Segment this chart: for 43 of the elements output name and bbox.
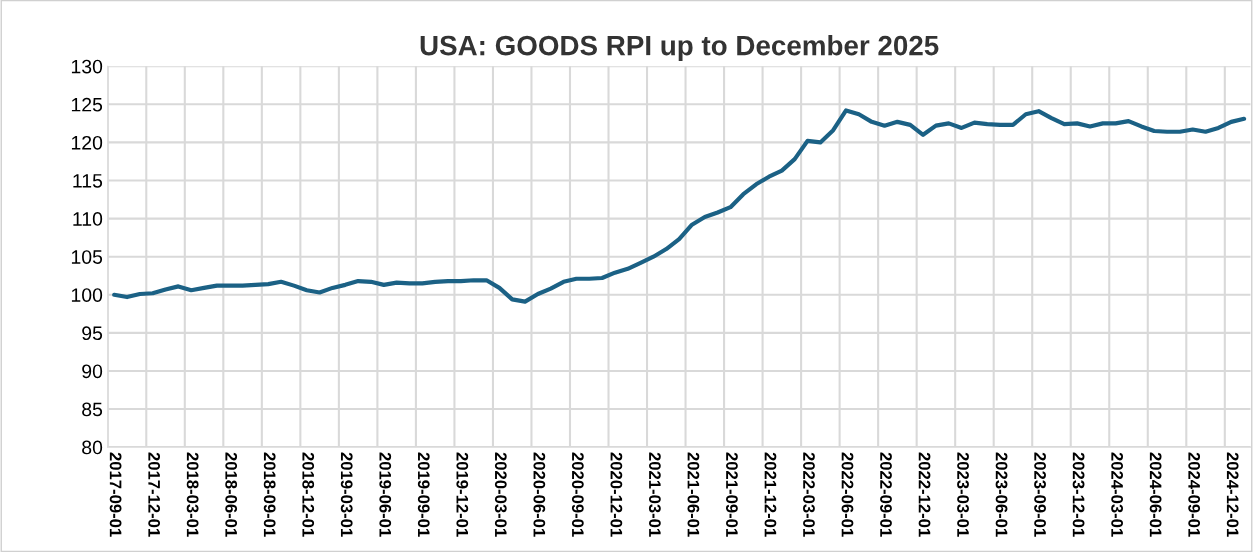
y-tick-label: 120 xyxy=(71,135,103,150)
x-tick-label: 2021-12-01 xyxy=(764,452,777,537)
x-tick-label: 2023-06-01 xyxy=(995,452,1008,537)
y-tick-label: 80 xyxy=(82,440,103,455)
y-tick-label: 90 xyxy=(82,364,103,379)
x-tick-label: 2018-12-01 xyxy=(302,452,315,537)
y-tick-label: 125 xyxy=(71,97,103,112)
y-tick-label: 95 xyxy=(82,326,103,341)
x-tick-label: 2018-06-01 xyxy=(225,452,238,537)
x-tick-label: 2020-09-01 xyxy=(571,452,584,537)
x-tick-label: 2024-12-01 xyxy=(1226,452,1239,537)
x-tick-label: 2023-03-01 xyxy=(957,452,969,537)
x-tick-label: 2018-09-01 xyxy=(263,452,276,537)
x-tick-label: 2024-03-01 xyxy=(1111,452,1124,537)
line-series xyxy=(112,108,1247,304)
y-tick-label: 115 xyxy=(73,174,103,188)
x-tick-label: 2022-03-01 xyxy=(803,452,815,537)
x-tick-label: 2022-09-01 xyxy=(880,452,892,537)
x-tick-label: 2019-03-01 xyxy=(340,452,353,537)
x-tick-label: 2020-12-01 xyxy=(610,452,623,537)
x-tick-label: 2021-03-01 xyxy=(648,452,661,537)
x-tick-label: 2018-03-01 xyxy=(186,452,199,537)
x-tick-label: 2019-12-01 xyxy=(456,452,469,537)
chart-title: USA: GOODS RPI up to December 2025 xyxy=(420,35,939,61)
y-tick-label: 130 xyxy=(71,59,103,74)
x-tick-label: 2019-09-01 xyxy=(417,452,430,537)
x-tick-label: 2023-12-01 xyxy=(1072,452,1085,537)
x-tick-label: 2017-09-01 xyxy=(109,452,122,537)
x-tick-label: 2017-12-01 xyxy=(148,452,161,537)
x-tick-label: 2020-03-01 xyxy=(494,452,507,537)
x-tick-label: 2023-09-01 xyxy=(1034,452,1046,537)
x-tick-label: 2021-09-01 xyxy=(726,452,738,537)
y-tick-label: 110 xyxy=(73,212,103,226)
x-tick-label: 2021-06-01 xyxy=(687,452,700,537)
x-tick-label: 2024-06-01 xyxy=(1149,452,1162,537)
x-tick-label: 2019-06-01 xyxy=(379,452,392,537)
y-tick-label: 85 xyxy=(82,402,103,417)
x-tick-label: 2022-12-01 xyxy=(918,452,931,537)
x-tick-label: 2024-09-01 xyxy=(1188,452,1201,537)
x-tick-label: 2020-06-01 xyxy=(533,452,546,537)
x-tick-label: 2022-06-01 xyxy=(841,452,854,537)
y-tick-label: 100 xyxy=(71,288,103,302)
y-tick-label: 105 xyxy=(71,250,103,264)
